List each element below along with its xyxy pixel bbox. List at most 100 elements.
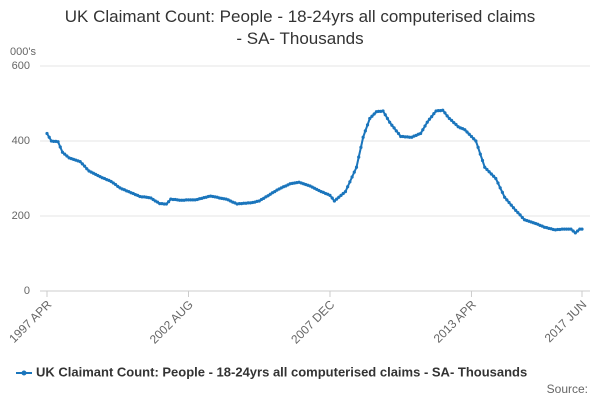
point xyxy=(507,200,511,205)
point xyxy=(498,186,502,190)
point xyxy=(346,185,350,189)
point xyxy=(480,158,485,163)
point xyxy=(237,202,241,206)
point xyxy=(556,227,560,232)
point xyxy=(354,165,359,169)
point xyxy=(162,202,166,206)
point xyxy=(113,182,118,187)
point xyxy=(469,134,474,139)
point xyxy=(363,129,367,133)
point xyxy=(390,123,394,127)
point xyxy=(60,150,65,154)
point xyxy=(496,181,500,185)
point xyxy=(454,122,458,127)
point xyxy=(80,162,84,166)
y-tick-label: 200 xyxy=(12,210,30,222)
point xyxy=(385,116,390,121)
point xyxy=(494,176,498,181)
y-tick-label: 0 xyxy=(24,285,30,297)
point xyxy=(370,114,374,118)
point xyxy=(352,170,356,174)
point xyxy=(242,201,246,205)
point xyxy=(425,120,429,124)
point xyxy=(377,109,381,113)
point xyxy=(335,197,339,201)
point xyxy=(485,167,489,172)
point xyxy=(178,198,182,202)
point xyxy=(332,199,336,203)
point xyxy=(383,113,387,117)
point xyxy=(514,208,518,212)
point xyxy=(180,198,184,202)
point xyxy=(520,215,524,220)
point xyxy=(478,152,482,156)
point xyxy=(407,135,412,139)
point xyxy=(166,200,171,204)
point xyxy=(430,115,434,119)
point xyxy=(328,193,332,197)
point xyxy=(575,229,580,233)
point xyxy=(505,198,509,202)
point xyxy=(357,155,361,159)
point xyxy=(56,140,60,144)
point xyxy=(441,108,445,112)
point xyxy=(562,227,566,231)
point xyxy=(171,197,175,202)
point xyxy=(452,121,456,125)
point xyxy=(396,131,401,136)
point xyxy=(58,145,62,149)
point xyxy=(246,201,250,205)
point xyxy=(348,180,352,184)
point xyxy=(463,128,467,132)
series-line xyxy=(46,109,582,235)
point xyxy=(467,132,471,136)
point xyxy=(489,172,493,176)
point xyxy=(423,124,427,128)
point xyxy=(388,120,392,124)
point xyxy=(511,206,516,210)
point xyxy=(421,128,425,132)
point xyxy=(465,130,469,134)
x-tick-label: 2017 JUN xyxy=(542,297,590,345)
point xyxy=(392,126,396,130)
point xyxy=(158,202,162,206)
point xyxy=(447,116,451,121)
point xyxy=(567,227,571,231)
point xyxy=(578,227,582,231)
point xyxy=(503,195,507,199)
point xyxy=(361,135,365,139)
point xyxy=(487,170,491,174)
point xyxy=(85,167,89,171)
point xyxy=(184,198,188,202)
point xyxy=(560,227,564,231)
point xyxy=(63,152,67,156)
point xyxy=(337,195,341,199)
point xyxy=(78,160,82,164)
point xyxy=(476,145,480,149)
x-tick-label: 2002 AUG xyxy=(147,297,196,346)
point xyxy=(445,114,449,118)
point xyxy=(403,135,407,139)
point xyxy=(341,191,345,196)
source: Source: xyxy=(547,382,588,396)
point xyxy=(47,135,51,139)
point xyxy=(443,111,447,115)
y-axis-label: 000's xyxy=(10,46,36,58)
point xyxy=(449,118,454,122)
point xyxy=(339,193,343,197)
point xyxy=(52,139,56,143)
chart-title: UK Claimant Count: People - 18-24yrs all… xyxy=(64,7,536,48)
y-tick-label: 600 xyxy=(12,60,30,72)
point xyxy=(45,131,49,136)
point xyxy=(419,131,423,136)
point xyxy=(189,198,193,202)
legend-label: UK Claimant Count: People - 18-24yrs all… xyxy=(36,364,527,379)
point xyxy=(65,154,69,158)
point xyxy=(491,174,496,178)
point xyxy=(516,211,520,215)
point xyxy=(399,134,403,139)
legend-marker xyxy=(21,370,27,376)
point xyxy=(365,123,370,127)
point xyxy=(571,229,575,233)
